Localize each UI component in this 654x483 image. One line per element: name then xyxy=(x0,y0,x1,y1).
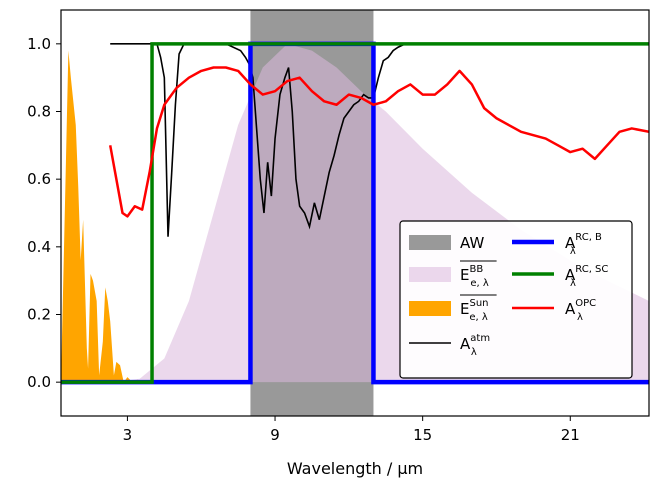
y-tick-label: 0.2 xyxy=(27,306,51,324)
legend-swatch-bb xyxy=(409,267,451,282)
series-solar-area xyxy=(61,50,153,383)
y-tick-label: 0.6 xyxy=(27,170,51,188)
legend-box xyxy=(399,220,633,379)
x-axis: 3 9 15 21 xyxy=(123,416,580,444)
y-tick-label: 1.0 xyxy=(27,35,51,53)
series-rc-sc-line xyxy=(61,42,649,384)
legend-label: AW xyxy=(460,234,484,252)
legend-swatch-sun xyxy=(409,301,451,316)
legend-label: AOPC λ xyxy=(565,298,596,323)
legend-swatch-aw xyxy=(409,235,451,250)
y-tick-label: 0.0 xyxy=(27,373,51,391)
legend-label: EBB e, λ xyxy=(460,264,489,289)
legend-label: ESun e, λ xyxy=(460,298,489,323)
plot-frame xyxy=(60,9,650,417)
x-tick-label: 3 xyxy=(123,426,133,444)
legend-label: ARC, SC λ xyxy=(565,264,608,289)
legend-label: Aatm λ xyxy=(460,333,490,358)
series-opc-line xyxy=(108,66,649,218)
x-tick-label: 21 xyxy=(561,426,580,444)
x-axis-title: Wavelength / µm xyxy=(287,459,423,478)
y-tick-label: 0.4 xyxy=(27,238,51,256)
y-tick-label: 0.8 xyxy=(27,103,51,121)
x-tick-label: 15 xyxy=(413,426,432,444)
y-axis: 0.0 0.2 0.4 0.6 0.8 1.0 xyxy=(27,35,61,391)
x-tick-label: 9 xyxy=(270,426,280,444)
